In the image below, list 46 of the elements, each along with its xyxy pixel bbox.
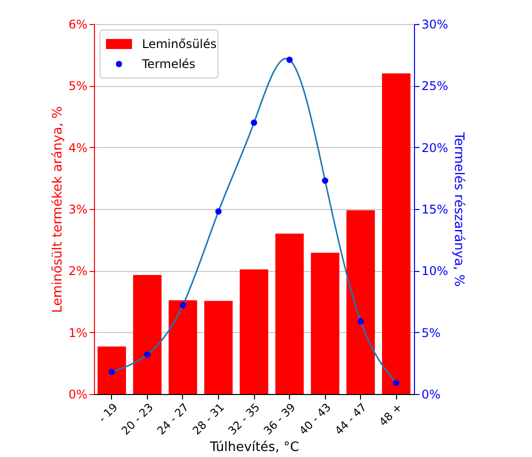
x-tick-label: 44 - 47 [332,400,370,438]
bar [346,210,375,394]
bar [240,269,268,394]
bar [98,346,126,394]
y2-tick-label: 20% [422,140,448,155]
y2-tick-label: 15% [422,202,448,216]
legend-label: Termelés [141,57,196,71]
bar [168,300,198,394]
bar [310,252,340,394]
x-axis-title: Túlhevítés, °C [208,440,300,455]
bar [382,73,410,394]
y2-tick-label: 25% [422,79,448,94]
x-tick-label: 20 - 23 [119,400,156,438]
y-tick-label: 3% [68,202,88,216]
y2-tick-label: 5% [422,326,441,340]
point [250,120,258,126]
y-axis-title: Leminősült termékek aránya, % [50,106,66,313]
bar [133,274,162,394]
point [144,351,150,358]
y-tick-label: 4% [68,140,88,155]
y-tick-label: 1% [68,326,88,340]
y-tick-label: 6% [68,18,88,32]
y2-tick-label: 10% [422,264,448,278]
y2-axis-title: Termelés részaránya, % [451,131,466,287]
point [393,380,400,386]
y-tick-label: 2% [68,264,88,278]
x-tick-label: 36 - 39 [261,400,298,438]
point [180,302,186,308]
y-tick-label: 5% [68,79,88,94]
y2-tick-label: 30% [422,18,448,32]
x-tick-label: - 19 [96,400,120,426]
point [286,56,293,63]
x-tick-label: 28 - 31 [190,400,227,438]
bar [204,300,233,394]
x-tick-label: 32 - 35 [226,400,262,438]
x-tick-label: 40 - 43 [296,400,334,438]
point [322,177,328,184]
point [358,318,364,324]
x-tick-label: 24 - 27 [154,400,192,438]
bar [275,234,304,394]
point [108,368,115,375]
y2-tick-label: 0% [422,388,441,402]
point [215,208,222,215]
legend-label: Leminősülés [142,37,217,51]
x-tick-label: 48 + [376,400,405,429]
y-tick-label: 0% [68,388,88,402]
